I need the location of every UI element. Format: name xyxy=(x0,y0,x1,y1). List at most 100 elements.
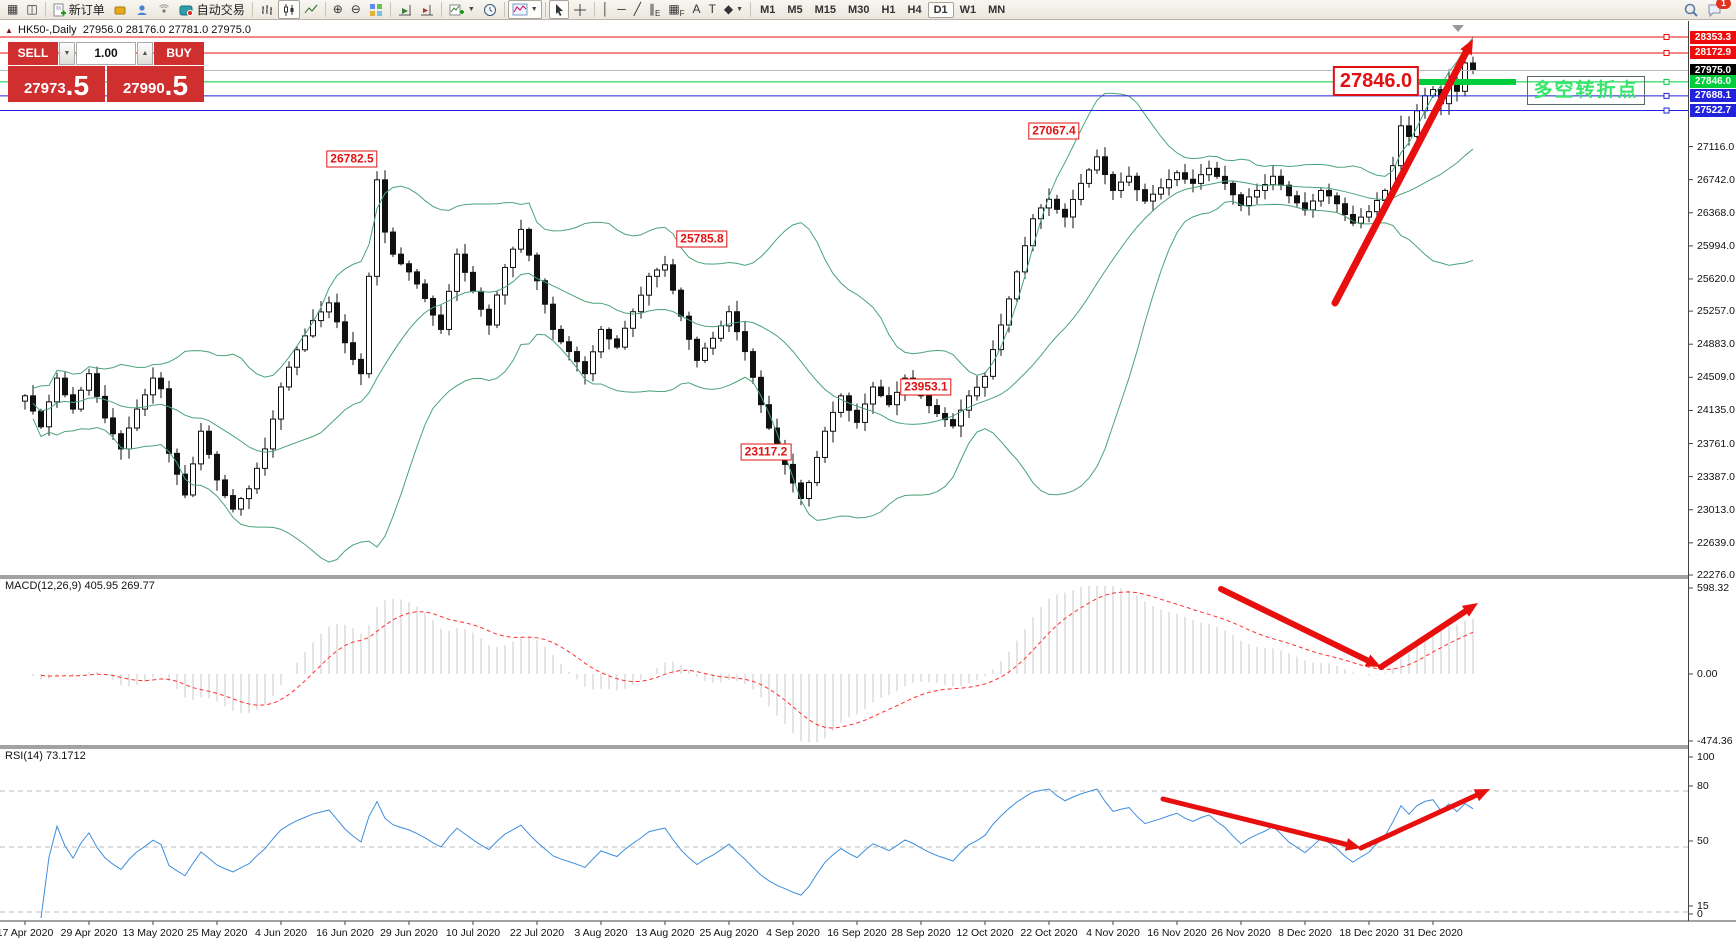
price-annotation[interactable]: 23953.1 xyxy=(900,378,952,396)
price-annotation[interactable]: 26782.5 xyxy=(326,150,378,168)
date-axis-label: 16 Jun 2020 xyxy=(316,927,374,939)
date-axis-label: 28 Sep 2020 xyxy=(891,927,951,939)
macd-axis-tick: 598.32 xyxy=(1697,582,1730,594)
volume-increase-button[interactable]: ▲ xyxy=(137,42,153,65)
chart-shift-icon[interactable] xyxy=(416,0,438,19)
trend-arrow[interactable] xyxy=(1378,603,1478,670)
crosshair-icon[interactable] xyxy=(569,0,591,19)
zoom-in-icon[interactable]: ⊕ xyxy=(332,2,343,16)
price-level-label: 27522.7 xyxy=(1690,104,1736,118)
date-axis-label: 25 May 2020 xyxy=(186,927,248,939)
date-axis-label: 16 Nov 2020 xyxy=(1147,927,1207,939)
trend-arrow[interactable] xyxy=(1218,586,1381,667)
trendline-icon[interactable]: ╱ xyxy=(633,2,641,16)
new-order-icon[interactable]: 新订单 xyxy=(49,0,109,19)
arrows-icon[interactable]: ◆ ▼ xyxy=(723,2,744,16)
timeframe-h1[interactable]: H1 xyxy=(881,3,896,16)
volume-input[interactable]: 1.00 xyxy=(76,42,136,65)
buy-button[interactable]: BUY xyxy=(154,42,204,65)
fibonacci-icon[interactable]: ▦ F xyxy=(668,2,685,18)
bar-chart-icon[interactable] xyxy=(256,0,278,19)
price-level-label: 28172.9 xyxy=(1690,46,1736,60)
toolbar-separator xyxy=(503,2,505,17)
date-axis-label: 13 May 2020 xyxy=(122,927,184,939)
date-axis-label: 16 Sep 2020 xyxy=(827,927,887,939)
macd-label: MACD(12,26,9) 405.95 269.77 xyxy=(5,580,155,592)
price-axis-tick: 26742.0 xyxy=(1697,173,1735,186)
timeframe-mn[interactable]: MN xyxy=(988,3,1006,16)
candlestick-series xyxy=(22,51,1476,516)
profiles-icon[interactable] xyxy=(479,0,501,19)
chart-symbol-period: HK50-,Daily xyxy=(18,24,77,36)
candlestick-chart-icon[interactable] xyxy=(277,0,300,19)
volume-decrease-button[interactable]: ▼ xyxy=(59,42,75,65)
timeframe-m15[interactable]: M15 xyxy=(814,3,837,16)
sell-button[interactable]: SELL xyxy=(8,42,58,65)
price-axis-tick: 23761.0 xyxy=(1697,437,1735,450)
autotrading-icon[interactable]: 自动交易 xyxy=(175,0,249,19)
equidistant-channel-icon[interactable]: ∥ E xyxy=(648,2,661,18)
date-axis-label: 26 Nov 2020 xyxy=(1211,927,1271,939)
history-center-icon[interactable] xyxy=(109,0,131,19)
mql5-community-icon[interactable] xyxy=(131,0,153,19)
templates-icon[interactable]: ▼ xyxy=(507,0,542,19)
zoom-out-icon[interactable]: ⊖ xyxy=(350,2,361,16)
trend-arrow[interactable] xyxy=(1160,796,1361,851)
timeframe-d1[interactable]: D1 xyxy=(927,1,954,18)
date-axis-label: 4 Sep 2020 xyxy=(766,927,820,939)
trend-arrow[interactable] xyxy=(1331,39,1473,307)
timeframe-m5[interactable]: M5 xyxy=(787,3,803,16)
buy-price: 27990 xyxy=(122,80,165,97)
timeframe-h4[interactable]: H4 xyxy=(907,3,922,16)
text-icon[interactable]: A xyxy=(692,2,701,16)
date-axis-label: 25 Aug 2020 xyxy=(699,927,759,939)
hline-handle xyxy=(1663,92,1670,99)
search-icon[interactable] xyxy=(1679,0,1703,19)
bollinger-middle xyxy=(32,148,1474,453)
sell-price: 27973 xyxy=(23,80,66,97)
vertical-line-icon[interactable]: │ xyxy=(601,2,610,16)
price-level-label: 27688.1 xyxy=(1690,89,1736,103)
notifications-icon[interactable]: 1 xyxy=(1703,0,1731,19)
text-label-icon[interactable]: T xyxy=(708,2,716,16)
signals-icon[interactable] xyxy=(153,0,175,19)
price-panel xyxy=(22,37,1476,563)
timeframe-m30[interactable]: M30 xyxy=(848,3,870,16)
date-axis-label: 22 Jul 2020 xyxy=(509,927,565,939)
date-axis-label: 4 Nov 2020 xyxy=(1086,927,1140,939)
symbol-marker-icon: ▲ xyxy=(5,26,13,35)
cursor-icon[interactable] xyxy=(548,0,569,19)
chart-shift-marker-icon[interactable] xyxy=(1452,25,1464,32)
chart-ohlc-values: 27956.0 28176.0 27781.0 27975.0 xyxy=(82,24,252,36)
green-highlight-bar[interactable] xyxy=(1416,79,1516,85)
price-annotation[interactable]: 27846.0 xyxy=(1332,66,1420,96)
price-level-label: 28353.3 xyxy=(1690,30,1736,44)
chart-title: HK50-,Daily 27956.0 28176.0 27781.0 2797… xyxy=(18,24,251,36)
date-axis-label: 22 Oct 2020 xyxy=(1020,927,1078,939)
data-window-icon[interactable]: ◫ xyxy=(26,2,38,16)
price-annotation[interactable]: 23117.2 xyxy=(740,443,792,461)
timeframe-w1[interactable]: W1 xyxy=(959,3,977,16)
new-chart-icon[interactable]: ▼ xyxy=(445,0,479,19)
sell-price-panel[interactable]: 27973 .5 xyxy=(8,66,105,102)
auto-scroll-icon[interactable] xyxy=(394,0,416,19)
date-axis-label: 29 Jun 2020 xyxy=(380,927,438,939)
price-axis-tick: 24509.0 xyxy=(1697,371,1735,384)
price-annotation[interactable]: 25785.8 xyxy=(676,230,728,248)
date-axis-label: 13 Aug 2020 xyxy=(635,927,695,939)
horizontal-line-icon[interactable]: ─ xyxy=(617,2,626,16)
trend-arrow[interactable] xyxy=(1358,789,1490,851)
tile-windows-icon[interactable] xyxy=(365,0,387,19)
date-axis-label: 10 Jul 2020 xyxy=(445,927,501,939)
buy-price-panel[interactable]: 27990 .5 xyxy=(107,66,204,102)
price-annotation[interactable]: 27067.4 xyxy=(1028,122,1080,140)
hline-handle xyxy=(1663,49,1670,56)
toolbar-separator xyxy=(440,2,442,17)
price-axis-tick: 27116.0 xyxy=(1697,140,1735,153)
line-chart-icon[interactable] xyxy=(300,0,322,19)
market-watch-icon[interactable]: ▦ xyxy=(7,2,19,16)
rsi-axis-tick: 100 xyxy=(1697,751,1715,763)
timeframe-m1[interactable]: M1 xyxy=(760,3,776,16)
turning-point-label[interactable]: 多空转折点 xyxy=(1527,76,1645,105)
